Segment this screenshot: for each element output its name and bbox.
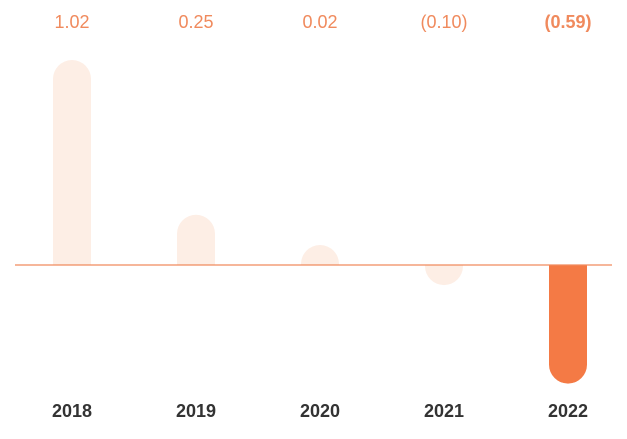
bar: [53, 60, 91, 265]
x-tick-label: 2020: [300, 401, 340, 421]
value-label: (0.10): [420, 12, 467, 32]
x-tick-label: 2021: [424, 401, 464, 421]
bar: [549, 265, 587, 384]
bar: [301, 245, 339, 265]
value-label: (0.59): [544, 12, 591, 32]
bar: [177, 214, 215, 265]
value-label: 1.02: [54, 12, 89, 32]
value-label: 0.25: [178, 12, 213, 32]
x-tick-label: 2019: [176, 401, 216, 421]
x-tick-label: 2018: [52, 401, 92, 421]
value-label: 0.02: [302, 12, 337, 32]
bar: [425, 265, 463, 286]
x-tick-label: 2022: [548, 401, 588, 421]
